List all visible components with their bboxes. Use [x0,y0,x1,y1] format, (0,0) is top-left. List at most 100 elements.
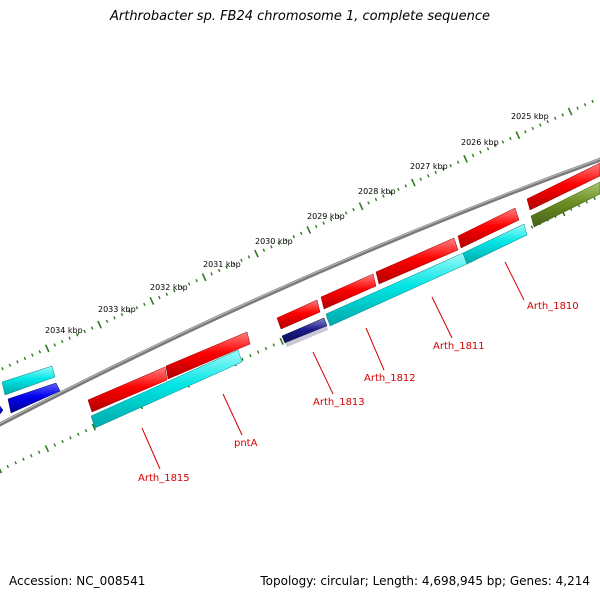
outer-scale-tick [8,363,12,367]
scale-label-2026: 2026 kbp [461,138,499,147]
outer-scale-tick [128,309,131,313]
outer-scale-tick [75,333,79,337]
outer-scale-tick [270,245,273,249]
scale-label-2030: 2030 kbp [255,237,293,246]
gene-label-arth-1815[interactable]: Arth_1815 [138,473,190,484]
outer-scale-tick [201,273,207,282]
scale-label-2032: 2032 kbp [150,283,188,292]
outer-scale-tick [374,197,378,202]
outer-scale-tick [553,116,557,120]
gene-arrow-reverse[interactable] [90,349,243,429]
scale-label-2028: 2028 kbp [358,187,396,196]
label-line-arth-1815 [141,427,161,470]
inner-scale-tick [279,337,284,345]
chromosome-backbone [0,157,600,427]
outer-scale-tick [90,326,94,330]
scale-label-2029: 2029 kbp [307,212,345,221]
outer-scale-tick [97,320,102,329]
scale-label-2025: 2025 kbp [511,112,549,121]
gene-arrow-forward[interactable] [276,299,321,330]
gene-arrow-reverse[interactable] [462,223,528,265]
gene-label-arth-1812[interactable]: Arth_1812 [364,373,416,384]
outer-scale-tick [456,160,460,164]
outer-scale-tick [16,360,19,364]
outer-scale-tick [382,194,385,198]
outer-scale-tick [561,113,564,117]
gene-label-arth-1810[interactable]: Arth_1810 [527,301,579,312]
outer-scale-tick [187,282,191,286]
outer-scale-tick [546,119,550,124]
gene-label-arth-1811[interactable]: Arth_1811 [433,341,485,352]
label-line-arth-1812 [365,327,385,371]
inner-scale-tick [44,445,50,453]
outer-scale-tick [135,306,139,310]
inner-scale-tick [91,423,97,431]
gene-label-arth-1813[interactable]: Arth_1813 [313,397,365,408]
label-line-arth-1811 [431,296,453,339]
inner-scale-tick [14,461,17,465]
label-line-arth-1813 [312,351,334,395]
outer-scale-tick [254,249,259,258]
outer-scale-tick [173,289,176,293]
gene-shadow [285,326,328,347]
outer-scale-tick [583,103,587,107]
outer-scale-tick [352,207,355,212]
label-line-arth-1810 [504,261,525,301]
outer-scale-tick [23,356,27,361]
gene-arrow-reverse[interactable] [530,181,600,228]
outer-scale-tick [68,336,71,340]
outer-scale-tick [247,255,251,259]
accession-text: Accession: NC_008541 [9,574,146,588]
outer-scale-tick [292,235,296,239]
gene-arrow-forward[interactable] [165,331,251,380]
outer-scale-tick [83,329,86,334]
gene-labels: Arth_1810 Arth_1811 Arth_1812 Arth_1813 … [138,301,579,484]
outer-scale-tick [441,167,445,171]
outer-scale-tick [165,292,169,296]
outer-scale-tick [105,319,109,323]
inner-scale-tick [69,436,72,440]
gene-arrow-forward[interactable] [375,237,459,285]
outer-scale-tick [337,214,340,219]
outer-scale-tick [539,123,542,127]
gene-label-pnta[interactable]: pntA [234,438,258,449]
outer-scale-tick [463,154,468,163]
inner-scale-tick [22,457,25,461]
gene-arrow-forward[interactable] [87,366,168,413]
inner-scale-tick [30,454,33,458]
outer-scale-tick [419,177,423,181]
inner-scale-tick [0,468,3,474]
outer-scale-tick [314,224,318,229]
outer-scale-tick [306,225,312,234]
scale-label-2027: 2027 kbp [410,162,448,171]
gene-arrow-reverse[interactable] [1,365,56,396]
inner-scale-tick [53,443,57,447]
outer-scale-tick [240,258,243,262]
reverse-strand-genes [0,181,600,429]
gene-arrow-forward[interactable] [526,162,600,211]
gene-arrow-forward[interactable] [457,207,520,249]
map-title: Arthrobacter sp. FB24 chromosome 1, comp… [109,9,491,24]
outer-scale-tick [277,241,281,246]
outer-scale-tick [426,174,430,178]
outer-scale-tick [143,302,146,306]
outer-scale-tick [358,202,364,211]
outer-scale-tick [449,163,452,168]
outer-scale-tick [120,312,124,317]
outer-scale-tick [158,295,161,300]
outer-scale-tick [232,262,236,266]
inner-scale-tick [76,432,80,436]
outer-scale-tick [344,211,348,215]
gene-arrow-reverse[interactable] [0,405,4,415]
outer-scale-tick [389,191,393,195]
outer-scale-tick [515,131,521,140]
outer-scale-tick [225,265,228,269]
outer-scale-tick [434,170,437,175]
gene-arrow-forward[interactable] [320,273,377,310]
inner-scale-tick [84,429,88,433]
outer-scale-tick [180,285,184,290]
gene-arrow-reverse[interactable] [7,382,61,414]
outer-scale-tick [397,187,400,192]
outer-scale-tick [531,126,535,131]
